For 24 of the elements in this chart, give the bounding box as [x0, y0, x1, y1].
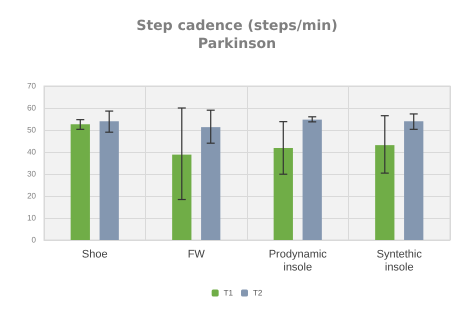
y-tick-label: 40: [27, 148, 37, 156]
legend-label: T1: [224, 288, 234, 298]
x-tick-label: Shoe: [82, 248, 108, 260]
bar: [302, 120, 322, 240]
x-tick-label: FW: [188, 248, 206, 260]
x-tick-label: Prodynamic insole: [268, 248, 328, 274]
y-tick-label: 70: [27, 82, 37, 90]
bar: [201, 127, 220, 240]
y-tick-label: 10: [27, 214, 37, 222]
bar: [404, 121, 424, 240]
chart-subtitle: Parkinson: [198, 36, 276, 52]
bar: [100, 121, 119, 240]
chart-title: Step cadence (steps/min): [136, 18, 338, 34]
bar: [375, 145, 394, 240]
y-tick-label: 60: [27, 104, 37, 112]
x-tick-label: Syntethic insole: [376, 248, 422, 274]
y-tick-label: 0: [32, 236, 37, 244]
bar: [172, 154, 192, 240]
bar: [274, 148, 293, 240]
y-tick-label: 50: [27, 126, 37, 134]
y-tick-label: 20: [27, 192, 37, 200]
y-tick-label: 30: [27, 170, 37, 178]
bar: [70, 124, 90, 240]
legend-label: T2: [253, 288, 263, 298]
